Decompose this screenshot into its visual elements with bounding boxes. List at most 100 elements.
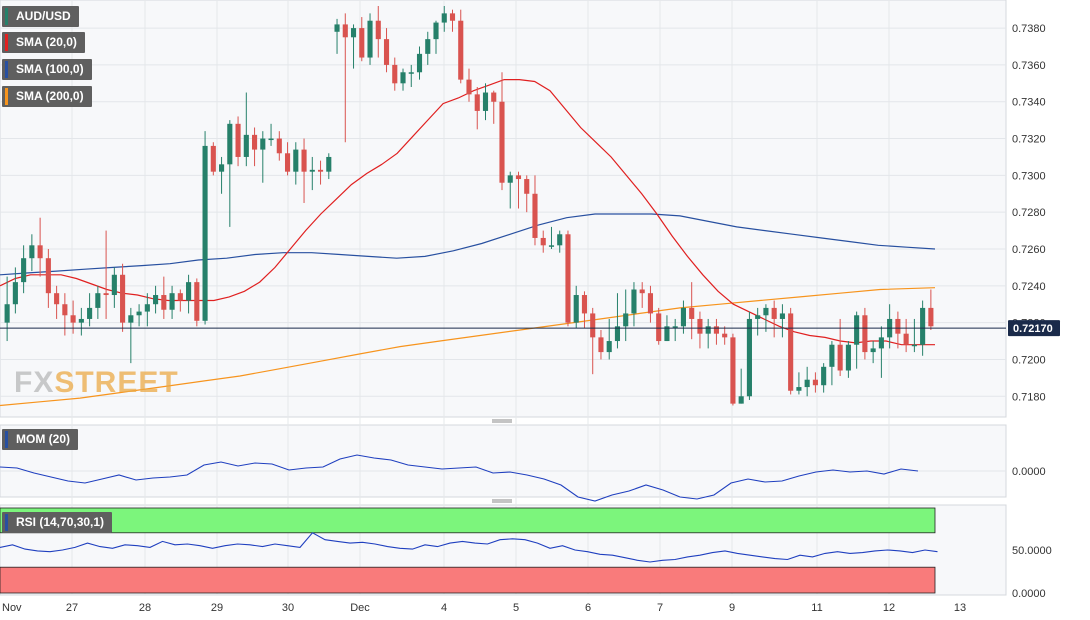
candle-body: [573, 295, 579, 323]
mom-label: MOM (20): [16, 432, 70, 446]
candle-body: [95, 293, 101, 308]
candle-body: [177, 293, 183, 301]
candle-body: [441, 13, 447, 23]
x-tick-label: 30: [282, 602, 294, 614]
mom-y-label: 0.0000: [1012, 466, 1046, 478]
symbol-swatch: [5, 8, 8, 25]
y-tick-label: 0.7380: [1012, 23, 1046, 35]
candle-body: [920, 307, 926, 345]
candle-body: [400, 72, 406, 84]
candle-body: [111, 274, 117, 296]
legend-sma20[interactable]: SMA (20,0): [2, 32, 85, 53]
x-tick-label: 4: [441, 602, 447, 614]
candle-body: [260, 138, 266, 150]
rsi-y-label: 50.0000: [1012, 545, 1052, 557]
candle-body: [309, 169, 315, 172]
candle-body: [416, 53, 423, 73]
candle-body: [326, 156, 332, 172]
candle-body: [911, 344, 917, 347]
candle-body: [375, 20, 381, 40]
candle-body: [878, 337, 884, 349]
candle-body: [70, 315, 76, 323]
candle-body: [804, 379, 810, 388]
candle-body: [78, 318, 84, 323]
sma20-swatch: [5, 34, 8, 51]
sma100-label: SMA (100,0): [16, 62, 84, 76]
legend-rsi[interactable]: RSI (14,70,30,1): [2, 512, 113, 533]
mom-line: [0, 454, 919, 502]
legend-symbol[interactable]: AUD/USD: [2, 6, 79, 27]
candle-body: [928, 307, 934, 327]
candle-body: [631, 289, 637, 314]
y-tick-label: 0.7180: [1012, 391, 1046, 403]
watermark-street: STREET: [54, 366, 179, 399]
candle-body: [235, 123, 241, 157]
candle-body: [845, 344, 851, 371]
candle-body: [870, 348, 876, 353]
candle-body: [367, 20, 373, 58]
candle-body: [383, 39, 390, 65]
x-tick-label: 29: [211, 602, 223, 614]
y-tick-label: 0.7340: [1012, 97, 1046, 109]
candle-body: [656, 313, 662, 342]
candle-body: [37, 245, 43, 259]
candle-body: [524, 179, 530, 194]
sma200-line: [0, 287, 936, 407]
x-tick-label: Nov: [2, 602, 22, 614]
rsi-swatch: [5, 514, 8, 531]
candle-body: [730, 337, 736, 404]
candle-body: [771, 307, 777, 319]
candle-body: [763, 307, 769, 316]
candle-body: [903, 333, 909, 345]
candle-body: [647, 293, 654, 314]
candle-body: [895, 318, 901, 334]
candle-body: [161, 295, 167, 310]
sma100-line: [0, 213, 936, 276]
candle-body: [664, 326, 670, 342]
legend-sma200[interactable]: SMA (200,0): [2, 86, 92, 107]
candle-body: [103, 293, 109, 296]
candle-body: [821, 366, 827, 386]
candle-body: [458, 20, 464, 80]
y-tick-label: 0.7300: [1012, 170, 1046, 182]
candle-body: [45, 258, 51, 294]
candle-body: [425, 39, 431, 54]
candle-body: [590, 313, 596, 338]
candle-body: [29, 245, 35, 259]
candle-body: [334, 24, 340, 32]
legend-mom[interactable]: MOM (20): [2, 429, 78, 450]
rsi-oversold-zone: [0, 566, 936, 594]
candle-body: [829, 344, 835, 367]
candle-body: [755, 315, 761, 319]
candle-body: [21, 258, 27, 283]
rsi-y-label: 0.0000: [1012, 588, 1046, 600]
candle-body: [12, 282, 18, 305]
candle-body: [713, 326, 719, 334]
y-tick-label: 0.7240: [1012, 281, 1046, 293]
x-tick-label: Dec: [350, 602, 370, 614]
rsi-line: [0, 532, 938, 563]
candle-body: [359, 28, 365, 58]
rsi-overbought-zone: [0, 507, 936, 534]
y-tick-label: 0.7200: [1012, 354, 1046, 366]
candle-body: [482, 92, 489, 111]
candle-body: [169, 293, 175, 310]
candle-body: [474, 94, 480, 111]
y-tick-label: 0.7320: [1012, 134, 1046, 146]
candle-body: [144, 304, 150, 312]
legend-sma100[interactable]: SMA (100,0): [2, 59, 92, 80]
mom-swatch: [5, 431, 8, 448]
x-tick-label: 12: [883, 602, 895, 614]
candle-body: [466, 79, 472, 95]
candle-body: [342, 24, 348, 38]
mom-pane: [0, 424, 1007, 498]
x-tick-label: 5: [513, 602, 519, 614]
last-price-box: [1008, 320, 1060, 337]
candle-body: [243, 134, 249, 157]
candle-body: [788, 313, 794, 391]
candle-body: [837, 344, 843, 371]
candle-body: [680, 307, 686, 327]
sma200-label: SMA (200,0): [16, 89, 84, 103]
